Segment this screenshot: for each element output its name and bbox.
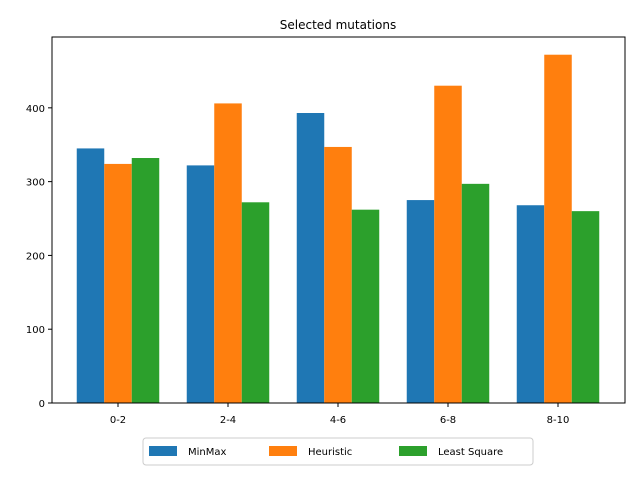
bar-minmax-6-8 — [406, 200, 435, 403]
bar-minmax-0-2 — [76, 148, 105, 403]
bar-heuristic-0-2 — [104, 163, 132, 403]
bars-group — [76, 54, 600, 404]
bar-heuristic-2-4 — [214, 103, 242, 404]
plot-frame — [51, 36, 626, 404]
bar-heuristic-6-8 — [434, 85, 462, 404]
legend-swatch-minmax — [149, 446, 177, 456]
y-tick-label: 300 — [26, 178, 45, 189]
bar-minmax-2-4 — [186, 165, 215, 403]
legend-label-least-square: Least Square — [438, 447, 503, 458]
x-tick-label: 6-8 — [440, 415, 456, 426]
bar-least-square-0-2 — [131, 158, 160, 403]
legend: MinMax Heuristic Least Square — [142, 437, 534, 466]
legend-swatch-least-square — [399, 446, 427, 456]
legend-swatch-heuristic — [269, 446, 297, 456]
y-tick-label: 400 — [26, 104, 45, 115]
bar-least-square-4-6 — [351, 209, 380, 403]
y-tick-label: 0 — [39, 399, 45, 410]
legend-label-heuristic: Heuristic — [308, 447, 352, 458]
bar-least-square-2-4 — [241, 202, 270, 403]
bar-heuristic-4-6 — [324, 146, 352, 404]
x-tick-label: 2-4 — [220, 415, 236, 426]
y-tick-label: 100 — [26, 325, 45, 336]
bar-least-square-6-8 — [461, 183, 490, 403]
bar-minmax-8-10 — [516, 205, 545, 403]
bar-heuristic-8-10 — [544, 54, 572, 403]
bar-minmax-4-6 — [296, 113, 325, 404]
legend-label-minmax: MinMax — [188, 447, 227, 458]
chart-title: Selected mutations — [280, 18, 396, 32]
y-tick-label: 200 — [26, 251, 45, 262]
x-tick-label: 8-10 — [547, 415, 570, 426]
x-tick-label: 0-2 — [110, 415, 126, 426]
y-axis: 0 100 200 300 400 — [26, 104, 52, 410]
legend-box — [142, 437, 534, 466]
bar-least-square-8-10 — [571, 211, 600, 403]
x-axis: 0-2 2-4 4-6 6-8 8-10 — [110, 403, 570, 426]
x-tick-label: 4-6 — [330, 415, 346, 426]
